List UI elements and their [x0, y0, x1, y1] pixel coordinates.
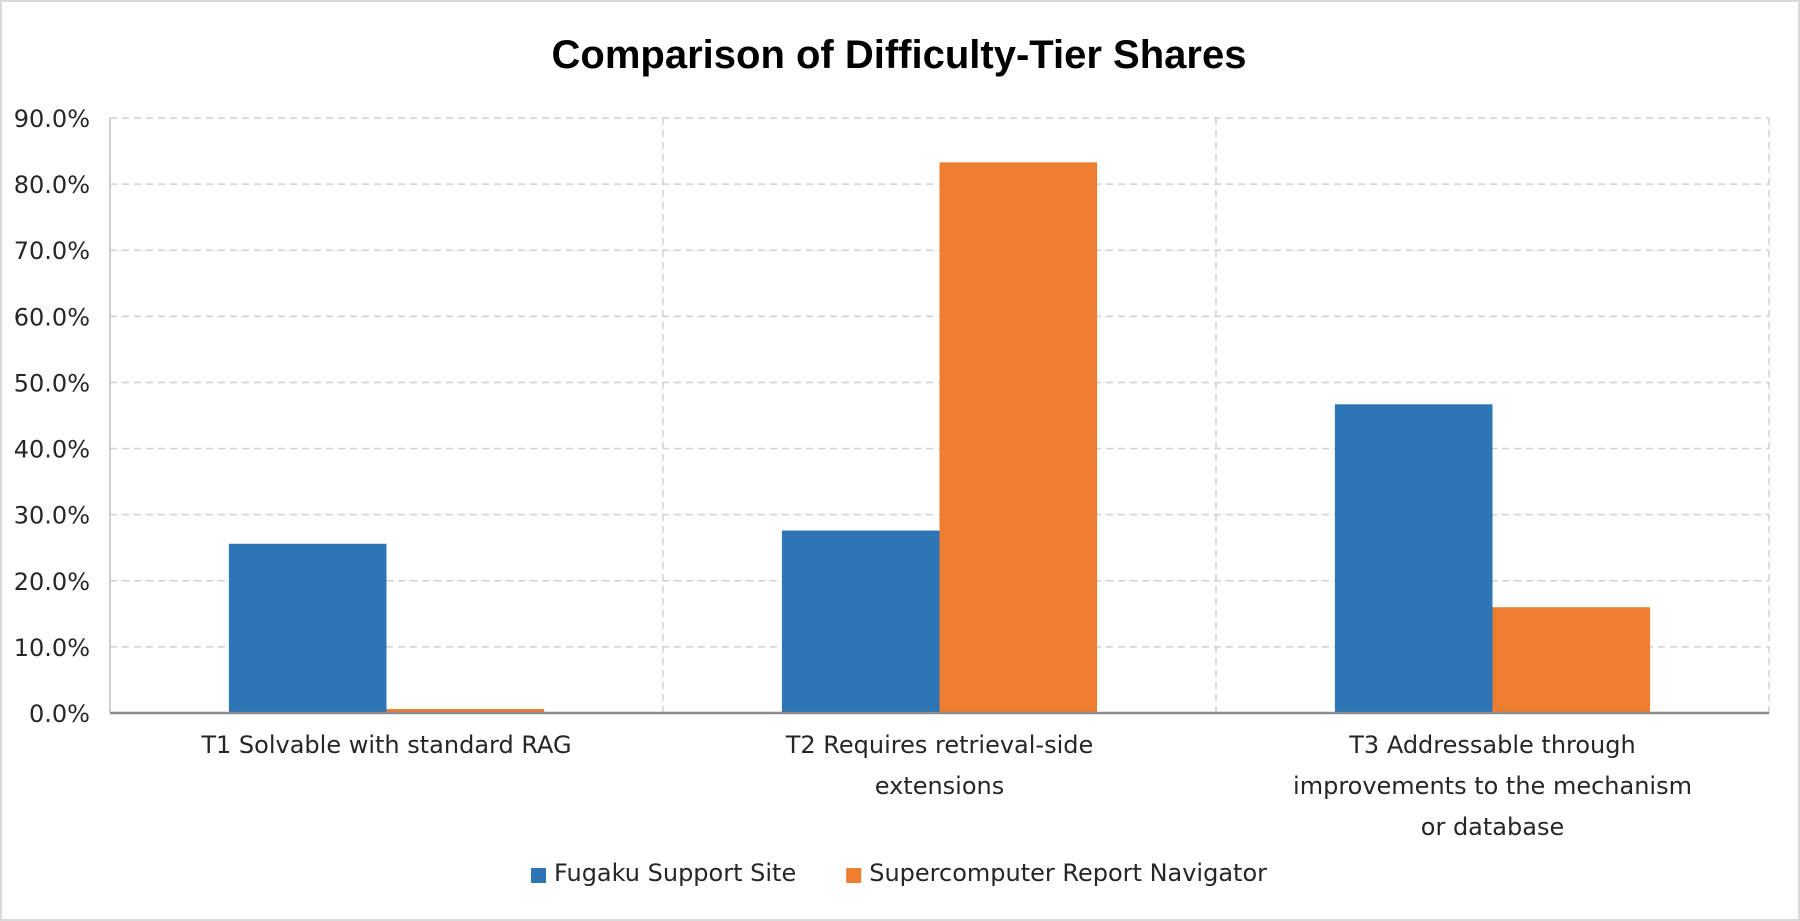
legend[interactable]: Fugaku Support Site Supercomputer Report …: [530, 859, 1267, 887]
x-category-label: or database: [1421, 813, 1564, 841]
bar-series2-cat2: [939, 162, 1098, 714]
legend-swatch: [530, 868, 546, 883]
legend-item-series2[interactable]: Supercomputer Report Navigator: [846, 859, 1267, 887]
legend-label: Fugaku Support Site: [554, 859, 796, 887]
x-category-label: T1 Solvable with standard RAG: [200, 731, 571, 759]
y-tick-label: 20.0%: [14, 568, 90, 596]
y-tick-label: 90.0%: [14, 105, 90, 133]
x-axis-categories: T1 Solvable with standard RAG T2 Requires…: [200, 731, 1692, 841]
legend-item-series1[interactable]: Fugaku Support Site: [530, 859, 796, 887]
y-tick-label: 80.0%: [14, 171, 90, 199]
bar-series1-cat2: [781, 530, 940, 713]
y-tick-label: 60.0%: [14, 303, 90, 331]
x-category-label: extensions: [875, 772, 1005, 800]
y-tick-label: 70.0%: [14, 237, 90, 265]
bar-series1-cat1: [228, 543, 387, 713]
y-axis-ticks: 0.0% 10.0% 20.0% 30.0% 40.0% 50.0% 60.0% 70.0% 8…: [14, 105, 90, 728]
y-tick-label: 30.0%: [14, 502, 90, 530]
x-category-label: T3 Addressable through: [1348, 731, 1635, 759]
legend-label: Supercomputer Report Navigator: [869, 859, 1267, 887]
bar-series2-cat3: [1492, 607, 1651, 713]
axes: [109, 118, 1769, 715]
x-category-label: improvements to the mechanism: [1293, 772, 1692, 800]
bar-series2-cat1: [386, 709, 545, 713]
y-tick-label: 40.0%: [14, 436, 90, 464]
bar-series1-cat3: [1334, 404, 1493, 713]
y-tick-label: 0.0%: [29, 700, 90, 728]
y-tick-label: 10.0%: [14, 634, 90, 662]
legend-swatch: [846, 868, 862, 883]
bars: [228, 162, 1651, 714]
chart-title: Comparison of Difficulty-Tier Shares: [552, 33, 1247, 77]
x-category-label: T2 Requires retrieval-side: [785, 731, 1094, 759]
y-tick-label: 50.0%: [14, 369, 90, 397]
